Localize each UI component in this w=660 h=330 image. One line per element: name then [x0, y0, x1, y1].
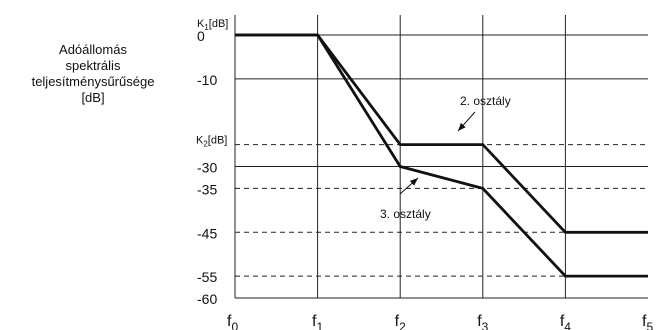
series-line-2	[235, 33, 648, 278]
y-tick-label: -60	[197, 291, 217, 307]
axis-labels: 0 -10 -30 -35 -45 -55 -60 K1[dB] K2[dB] f0 f1 f2 f3 f…	[196, 18, 653, 330]
y-axis-label-line: spektrális	[65, 58, 121, 73]
series-annotation: 2. osztály	[460, 94, 511, 108]
series-lines	[235, 33, 648, 278]
y-tick-label: -30	[197, 160, 217, 176]
grid-lines	[234, 15, 648, 299]
x-tick-f4: f4	[560, 313, 571, 330]
x-tick-f1: f1	[312, 313, 323, 330]
x-tick-f0: f0	[227, 313, 238, 330]
y-tick-label: 0	[197, 28, 205, 44]
y-axis-label-line: Adóállomás	[59, 42, 127, 57]
y-tick-label: -45	[197, 225, 217, 241]
x-tick-f3: f3	[477, 313, 488, 330]
y-axis-label-line: [dB]	[81, 90, 105, 105]
y-tick-label: -55	[197, 269, 217, 285]
arrowhead-icon	[458, 122, 466, 131]
k1-label: K1[dB]	[197, 18, 228, 32]
k2-label: K2[dB]	[196, 135, 227, 149]
y-axis-label-line: teljesítménysűrűsége	[31, 74, 155, 89]
y-tick-label: -35	[197, 181, 217, 197]
series-annotation: 3. osztály	[380, 207, 431, 221]
x-tick-f5: f5	[642, 313, 653, 330]
arrowhead-icon	[409, 178, 418, 186]
y-axis-label: Adóállomás spektrális teljesítménysűrűsé…	[14, 42, 172, 106]
series-line-1	[235, 33, 648, 234]
annotations: 2. osztály 3. osztály	[380, 94, 511, 221]
x-tick-f2: f2	[395, 313, 406, 330]
y-tick-label: -10	[197, 72, 217, 88]
